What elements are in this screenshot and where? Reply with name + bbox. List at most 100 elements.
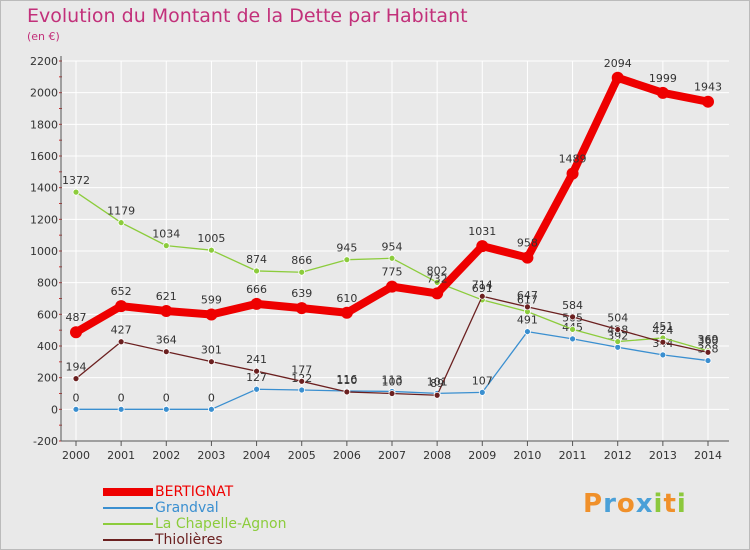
data-label: 958 [517,237,538,250]
logo-letter: P [583,489,604,519]
x-tick-label: 2013 [649,449,677,462]
data-label: 424 [652,324,673,337]
legend-swatch [103,488,153,496]
data-point [72,188,80,196]
y-tick-label: 1600 [30,150,58,163]
data-point [476,240,489,253]
data-point [162,405,170,413]
y-tick-label: 400 [37,340,58,353]
data-point [115,300,128,313]
data-label: 1999 [649,72,677,85]
x-tick-label: 2011 [559,449,587,462]
data-point [162,242,170,250]
y-tick-label: -200 [33,435,58,448]
data-label: 1005 [197,232,225,245]
legend-label: La Chapelle-Agnon [155,516,287,532]
y-tick-label: 2000 [30,87,58,100]
x-tick-label: 2001 [107,449,135,462]
data-label: 107 [472,374,493,387]
data-label: 451 [652,320,673,333]
data-label: 775 [382,266,403,279]
data-point [340,306,353,319]
data-label: 504 [607,312,628,325]
data-point [569,335,576,343]
y-tick-label: 2200 [30,55,58,68]
x-tick-label: 2000 [62,449,90,462]
data-point [614,343,622,351]
data-point [72,405,80,413]
data-point [208,246,215,254]
data-label: 0 [73,391,80,404]
data-point [569,325,576,333]
data-point [253,367,260,375]
data-point [478,292,486,300]
data-point [117,219,125,227]
data-label: 954 [382,240,403,253]
data-label: 89 [430,377,444,390]
legend-label: Thiolières [155,532,223,548]
legend-label: Grandval [155,500,219,516]
legend-swatch [103,507,153,509]
data-point [431,287,444,300]
x-tick-label: 2003 [197,449,225,462]
data-point [250,297,263,310]
data-label: 666 [246,283,267,296]
x-tick-label: 2006 [333,449,361,462]
data-label: 617 [517,294,538,307]
data-label: 301 [201,344,222,357]
data-label: 1179 [107,205,135,218]
data-label: 599 [201,293,222,306]
data-point [704,357,712,364]
data-label: 639 [291,287,312,300]
x-tick-label: 2012 [604,449,632,462]
chart-title: Evolution du Montant de la Dette par Hab… [27,5,468,27]
data-point [298,268,306,276]
logo-letter: o [616,489,636,519]
data-point [656,86,669,99]
data-point [524,303,531,311]
data-label: 1031 [468,225,496,238]
y-tick-label: 200 [37,372,58,385]
data-point [614,326,622,333]
data-point [298,377,306,385]
data-point [659,351,667,359]
data-point [117,405,125,413]
logo-letter: i [653,489,664,519]
data-label: 652 [111,285,132,298]
data-label: 127 [246,371,267,384]
data-point [569,313,576,321]
data-label: 491 [517,314,538,327]
data-label: 116 [336,373,357,386]
data-label: 714 [472,278,493,291]
data-label: 360 [698,334,719,347]
data-label: 2094 [604,57,632,70]
data-point [253,385,260,393]
data-label: 427 [111,324,132,337]
data-point [566,167,579,180]
data-point [524,328,531,335]
data-label: 621 [156,290,177,303]
x-tick-label: 2009 [468,449,496,462]
data-label: 1034 [152,228,180,241]
x-tick-label: 2010 [513,449,541,462]
logo-letter: x [635,489,654,519]
data-label: 584 [562,299,583,312]
data-point [614,338,622,345]
data-point [704,348,712,356]
data-label: 802 [427,264,448,277]
y-tick-label: 600 [37,308,58,321]
data-point [298,386,306,394]
y-tick-label: 1000 [30,245,58,258]
data-label: 691 [472,282,493,295]
data-label: 113 [382,373,403,386]
x-tick-label: 2007 [378,449,406,462]
data-point [295,302,308,315]
data-point [72,375,80,383]
data-point [433,278,441,286]
proxiti-logo: Proxiti [583,489,687,519]
data-label: 241 [246,353,267,366]
data-point [117,338,125,346]
legend-label: BERTIGNAT [155,484,234,500]
data-point [208,358,215,366]
